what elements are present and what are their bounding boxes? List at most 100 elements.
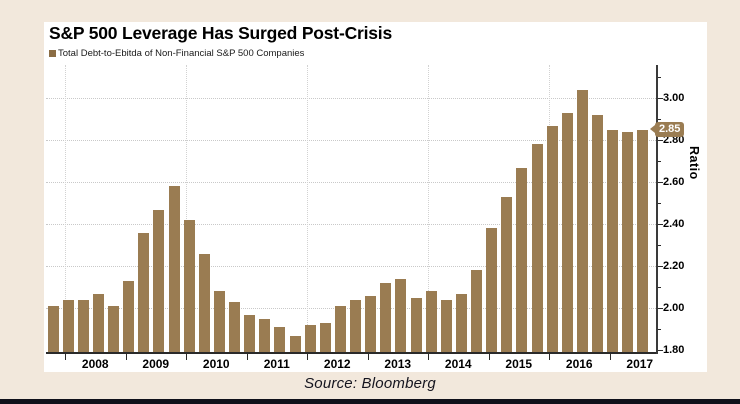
bar: [576, 89, 588, 353]
bar: [77, 299, 89, 353]
y-axis-tick: [658, 266, 663, 268]
bar: [108, 306, 119, 353]
x-axis-year-label: 2014: [444, 357, 472, 371]
legend-label: Total Debt-to-Ebitda of Non-Financial S&…: [58, 47, 305, 59]
bar: [198, 253, 210, 353]
gridline-vertical: [186, 65, 187, 353]
chart-title: S&P 500 Leverage Has Surged Post-Crisis: [49, 23, 393, 43]
x-axis-line: [46, 352, 658, 354]
x-axis-year-label: 2017: [626, 357, 654, 371]
legend: Total Debt-to-Ebitda of Non-Financial S&…: [49, 47, 305, 59]
gridline-horizontal: [46, 266, 656, 268]
bar: [47, 306, 59, 353]
y-axis-tick-label: 2.00: [663, 301, 685, 314]
bar: [138, 232, 150, 353]
bar: [334, 306, 346, 353]
y-axis-tick-label: 2.80: [663, 133, 685, 146]
y-axis-tick: [658, 98, 663, 100]
y-axis-tick-label: 3.00: [663, 91, 685, 104]
chart-card: S&P 500 Leverage Has Surged Post-Crisis …: [44, 22, 707, 372]
x-axis-year-label: 2011: [263, 357, 290, 371]
gridline-vertical: [307, 65, 308, 353]
y-axis-minor-tick: [658, 161, 661, 163]
y-axis-tick-label: 2.40: [663, 217, 685, 230]
plot-area: 2008 2009 2010 2011 2012 2013 2014 2015 2016 2017…: [46, 65, 685, 371]
x-axis-year-label: 2013: [384, 357, 412, 371]
bar: [622, 131, 634, 353]
x-axis-tick: [367, 354, 369, 360]
y-axis-tick: [658, 308, 663, 310]
bar: [395, 278, 407, 353]
x-axis-tick: [65, 354, 66, 360]
x-axis-year-label: 2012: [323, 357, 351, 371]
source-credit: Source: Bloomberg: [304, 375, 436, 392]
y-axis-tick-label: 2.20: [663, 259, 685, 272]
y-axis-line: [656, 65, 658, 354]
x-axis-tick: [125, 354, 127, 360]
x-axis-year-label: 2015: [505, 357, 533, 371]
bar: [168, 186, 180, 353]
y-axis-tick-label: 2.60: [663, 175, 685, 188]
bar: [153, 209, 165, 353]
y-axis-minor-tick: [658, 119, 661, 121]
bar: [259, 318, 271, 353]
y-axis-minor-tick: [658, 287, 661, 289]
y-axis-tick-label: 1.80: [663, 343, 685, 356]
bar: [380, 283, 392, 353]
y-axis-minor-tick: [658, 245, 661, 247]
x-axis-year-label: 2008: [81, 357, 109, 371]
y-axis-tick: [658, 140, 663, 142]
bar: [516, 167, 528, 353]
bar: [455, 293, 467, 353]
badge-pointer-icon: [650, 125, 655, 134]
bar: [592, 115, 603, 353]
bar: [274, 327, 286, 353]
gridline-vertical: [428, 65, 429, 353]
y-axis-title: Ratio: [687, 146, 701, 180]
bar: [244, 314, 256, 353]
bar: [183, 220, 195, 353]
bar: [410, 297, 422, 353]
y-axis-tick: [658, 224, 663, 226]
bar: [319, 322, 331, 353]
x-axis-year-label: 2010: [202, 357, 230, 371]
bar: [350, 299, 361, 353]
x-axis-tick: [609, 354, 611, 360]
bar: [501, 196, 513, 353]
gridline-horizontal: [46, 224, 656, 226]
x-axis-tick: [186, 354, 187, 360]
bar: [62, 299, 74, 353]
bar: [546, 125, 558, 353]
x-axis-tick: [488, 354, 490, 360]
latest-value-badge: 2.85: [650, 121, 685, 137]
bar: [304, 325, 316, 353]
y-axis-minor-tick: [658, 329, 661, 331]
y-axis-minor-tick: [658, 203, 661, 205]
bar: [425, 291, 437, 353]
bar: [531, 144, 543, 353]
bar: [471, 270, 482, 353]
bottom-border-bar: [0, 399, 740, 404]
x-axis-year-label: 2009: [142, 357, 170, 371]
gridline-horizontal: [46, 182, 656, 184]
gridline-vertical: [65, 65, 66, 353]
x-axis-tick: [307, 354, 308, 360]
bar: [440, 299, 452, 353]
bar: [229, 301, 240, 353]
y-axis-tick: [658, 182, 663, 184]
bar: [213, 291, 225, 353]
bar: [561, 112, 573, 353]
bar: [486, 228, 498, 353]
gridline-horizontal: [46, 140, 656, 142]
bar: [123, 280, 135, 353]
legend-swatch-icon: [49, 49, 56, 57]
bar: [637, 129, 649, 353]
y-axis-minor-tick: [658, 77, 661, 79]
bar: [365, 295, 377, 353]
bar: [607, 129, 619, 353]
bar: [92, 293, 104, 353]
x-axis-year-label: 2016: [565, 357, 593, 371]
bar: [289, 335, 301, 353]
y-axis-tick: [658, 350, 663, 352]
x-axis-tick: [549, 354, 550, 360]
